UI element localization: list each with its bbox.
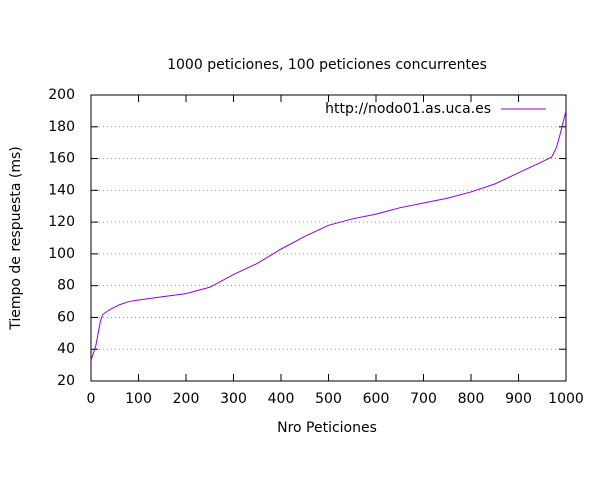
y-tick-label: 100 xyxy=(48,246,75,262)
data-line xyxy=(90,110,567,361)
x-tick-label: 700 xyxy=(410,391,437,407)
x-tick-label: 900 xyxy=(505,391,532,407)
y-tick-label: 180 xyxy=(48,119,75,135)
y-tick-label: 120 xyxy=(48,214,75,230)
y-tick-label: 60 xyxy=(57,309,75,325)
legend-label: http://nodo01.as.uca.es xyxy=(325,101,491,117)
x-tick-label: 500 xyxy=(315,391,342,407)
x-tick-label: 600 xyxy=(363,391,390,407)
x-tick-label: 1000 xyxy=(548,391,584,407)
y-tick-label: 200 xyxy=(48,87,75,103)
plot-border xyxy=(90,94,567,382)
x-tick-label: 0 xyxy=(87,391,96,407)
x-tick-label: 400 xyxy=(268,391,295,407)
x-tick-label: 300 xyxy=(220,391,247,407)
x-tick-label: 100 xyxy=(125,391,152,407)
y-tick-label: 140 xyxy=(48,182,75,198)
y-tick-label: 20 xyxy=(57,373,75,389)
y-tick-label: 80 xyxy=(57,278,75,294)
chart-title: 1000 peticiones, 100 peticiones concurre… xyxy=(167,57,487,73)
y-axis-label: Tiempo de respuesta (ms) xyxy=(8,146,24,331)
x-axis-label: Nro Peticiones xyxy=(277,420,377,436)
y-tick-label: 160 xyxy=(48,151,75,167)
x-tick-label: 200 xyxy=(173,391,200,407)
x-tick-label: 800 xyxy=(458,391,485,407)
y-tick-label: 40 xyxy=(57,341,75,357)
